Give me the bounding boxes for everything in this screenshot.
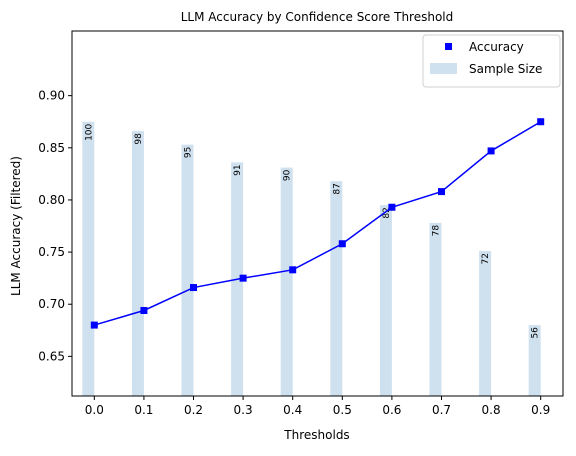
accuracy-line [94, 121, 542, 326]
x-tick-label: 0.2 [184, 403, 203, 417]
sample-size-bar [330, 181, 343, 396]
accuracy-point [190, 284, 198, 292]
x-tick-label: 0.5 [333, 403, 352, 417]
sample-size-bar-label: 95 [184, 147, 194, 158]
x-tick-label: 0.8 [482, 403, 501, 417]
sample-size-bar-label: 72 [481, 253, 491, 264]
sample-size-bar-label: 91 [233, 164, 243, 175]
x-tick-label: 0.7 [432, 403, 451, 417]
x-tick-label: 0.6 [382, 403, 401, 417]
legend-accuracy-label: Accuracy [469, 40, 524, 54]
sample-size-bar [131, 131, 144, 396]
y-tick-label: 0.90 [38, 89, 65, 103]
sample-size-bar [181, 144, 194, 396]
accuracy-point [437, 188, 445, 196]
y-axis-label: LLM Accuracy (Filtered) [9, 156, 23, 296]
line-layer [90, 118, 545, 329]
accuracy-point [388, 203, 396, 211]
y-tick-label: 0.80 [38, 193, 65, 207]
bars-layer: 100 98 95 91 90 87 82 78 72 56 [82, 121, 541, 396]
accuracy-point [289, 266, 297, 274]
legend-sample-size-swatch [430, 63, 457, 74]
y-tick-label: 0.65 [38, 349, 65, 363]
chart-title: LLM Accuracy by Confidence Score Thresho… [181, 10, 454, 24]
sample-size-bar-label: 90 [283, 169, 293, 181]
legend-frame [422, 34, 561, 88]
accuracy-point [487, 147, 495, 155]
plot-frame [71, 30, 564, 397]
accuracy-point [537, 118, 545, 126]
sample-size-bar-label: 87 [332, 183, 342, 194]
sample-size-bar [528, 325, 541, 396]
y-tick-label: 0.70 [38, 297, 65, 311]
sample-size-bar-label: 100 [84, 123, 94, 140]
x-axis-label: Thresholds [283, 428, 349, 442]
accuracy-point [338, 240, 346, 248]
x-tick-label: 0.4 [283, 403, 302, 417]
sample-size-bar-label: 56 [531, 327, 541, 339]
sample-size-bar [479, 251, 492, 396]
x-tick-label: 0.3 [234, 403, 253, 417]
sample-size-bar [379, 205, 392, 396]
sample-size-bar-label: 98 [134, 133, 144, 145]
sample-size-bar [82, 121, 95, 396]
sample-size-bar [429, 222, 442, 396]
legend-accuracy-marker [445, 43, 452, 50]
y-tick-label: 0.85 [38, 141, 65, 155]
accuracy-point [239, 274, 247, 282]
axes-layer: 0.0 0.1 0.2 0.3 0.4 0.5 0.6 0.7 0.8 0.9 0.65 0.70 0.… [38, 30, 564, 417]
accuracy-point [140, 306, 148, 314]
sample-size-bar-label: 78 [431, 225, 441, 237]
y-tick-label: 0.75 [38, 245, 65, 259]
x-tick-label: 0.9 [531, 403, 550, 417]
sample-size-bar [280, 167, 293, 396]
legend-sample-size-label: Sample Size [469, 62, 542, 76]
sample-size-bar-label: 82 [382, 207, 392, 218]
x-tick-label: 0.0 [85, 403, 104, 417]
legend: Accuracy Sample Size [422, 34, 561, 88]
x-tick-label: 0.1 [134, 403, 153, 417]
accuracy-point [90, 321, 98, 329]
